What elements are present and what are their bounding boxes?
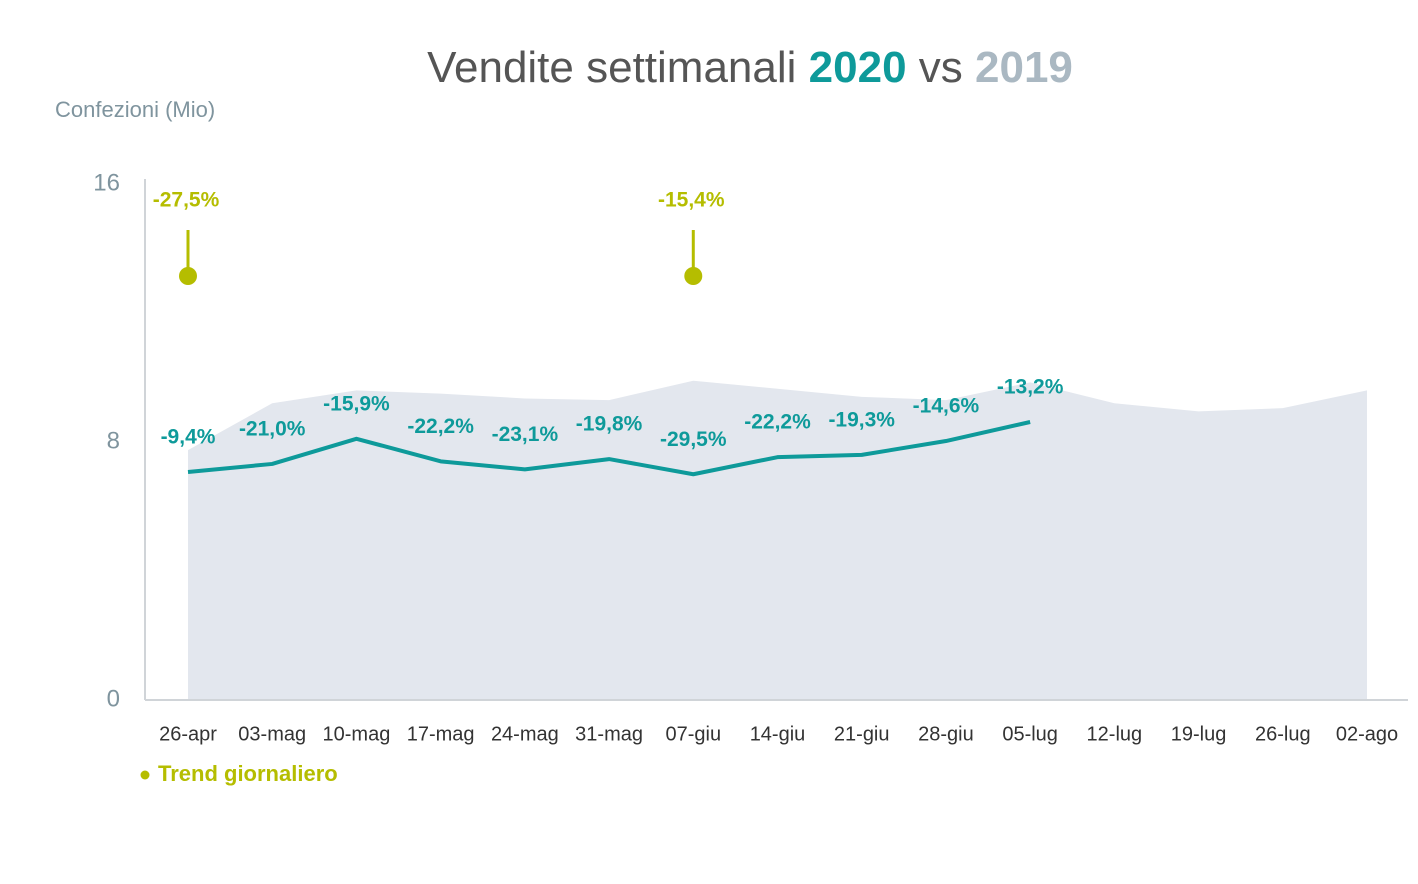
title-series: 2020 <box>809 43 907 92</box>
x-tick-label: 07-giu <box>665 723 721 745</box>
x-tick-label: 26-lug <box>1255 723 1311 745</box>
chart-title: Vendite settimanali 2020 vs 2019 <box>427 43 1073 92</box>
title-series: 2019 <box>975 43 1073 92</box>
data-label: -22,2% <box>407 415 474 438</box>
x-tick-label: 12-lug <box>1087 723 1143 745</box>
data-label: -29,5% <box>660 428 727 451</box>
trend-label: -15,4% <box>658 189 725 212</box>
x-tick-label: 28-giu <box>918 723 974 745</box>
title-joiner: vs <box>919 43 963 92</box>
data-label: -9,4% <box>161 426 216 449</box>
data-label: -19,8% <box>576 413 643 436</box>
y-axis-label: Confezioni (Mio) <box>55 97 215 122</box>
x-tick-label: 14-giu <box>750 723 806 745</box>
x-tick-label: 10-mag <box>323 723 391 745</box>
data-label: -23,1% <box>492 423 559 446</box>
x-tick-label: 05-lug <box>1002 723 1058 745</box>
x-tick-label: 17-mag <box>407 723 475 745</box>
x-tick-label: 21-giu <box>834 723 890 745</box>
data-label: -22,2% <box>744 411 811 434</box>
x-tick-label: 03-mag <box>238 723 306 745</box>
data-label: -15,9% <box>323 392 390 415</box>
line <box>187 420 1031 477</box>
trend-label: -27,5% <box>153 189 220 212</box>
x-tick-label: 24-mag <box>491 723 559 745</box>
x-tick-label: 26-apr <box>159 723 217 745</box>
data-label: -13,2% <box>997 376 1064 399</box>
trend-dot <box>684 267 703 285</box>
data-label: -19,3% <box>828 408 895 431</box>
title-text: Vendite settimanali <box>427 43 796 92</box>
y-tick-label: 16 <box>93 169 120 196</box>
x-tick-label: 02-ago <box>1336 723 1398 745</box>
y-tick-label: 8 <box>107 427 120 454</box>
area <box>188 380 1367 700</box>
data-label: -21,0% <box>239 417 306 440</box>
x-tick-label: 19-lug <box>1171 723 1227 745</box>
legend-label: Trend giornaliero <box>158 761 338 786</box>
data-label: -14,6% <box>913 395 980 418</box>
trend-dot <box>179 267 197 285</box>
x-tick-label: 31-mag <box>575 723 643 745</box>
legend-dot <box>140 770 150 780</box>
y-tick-label: 0 <box>107 685 120 712</box>
